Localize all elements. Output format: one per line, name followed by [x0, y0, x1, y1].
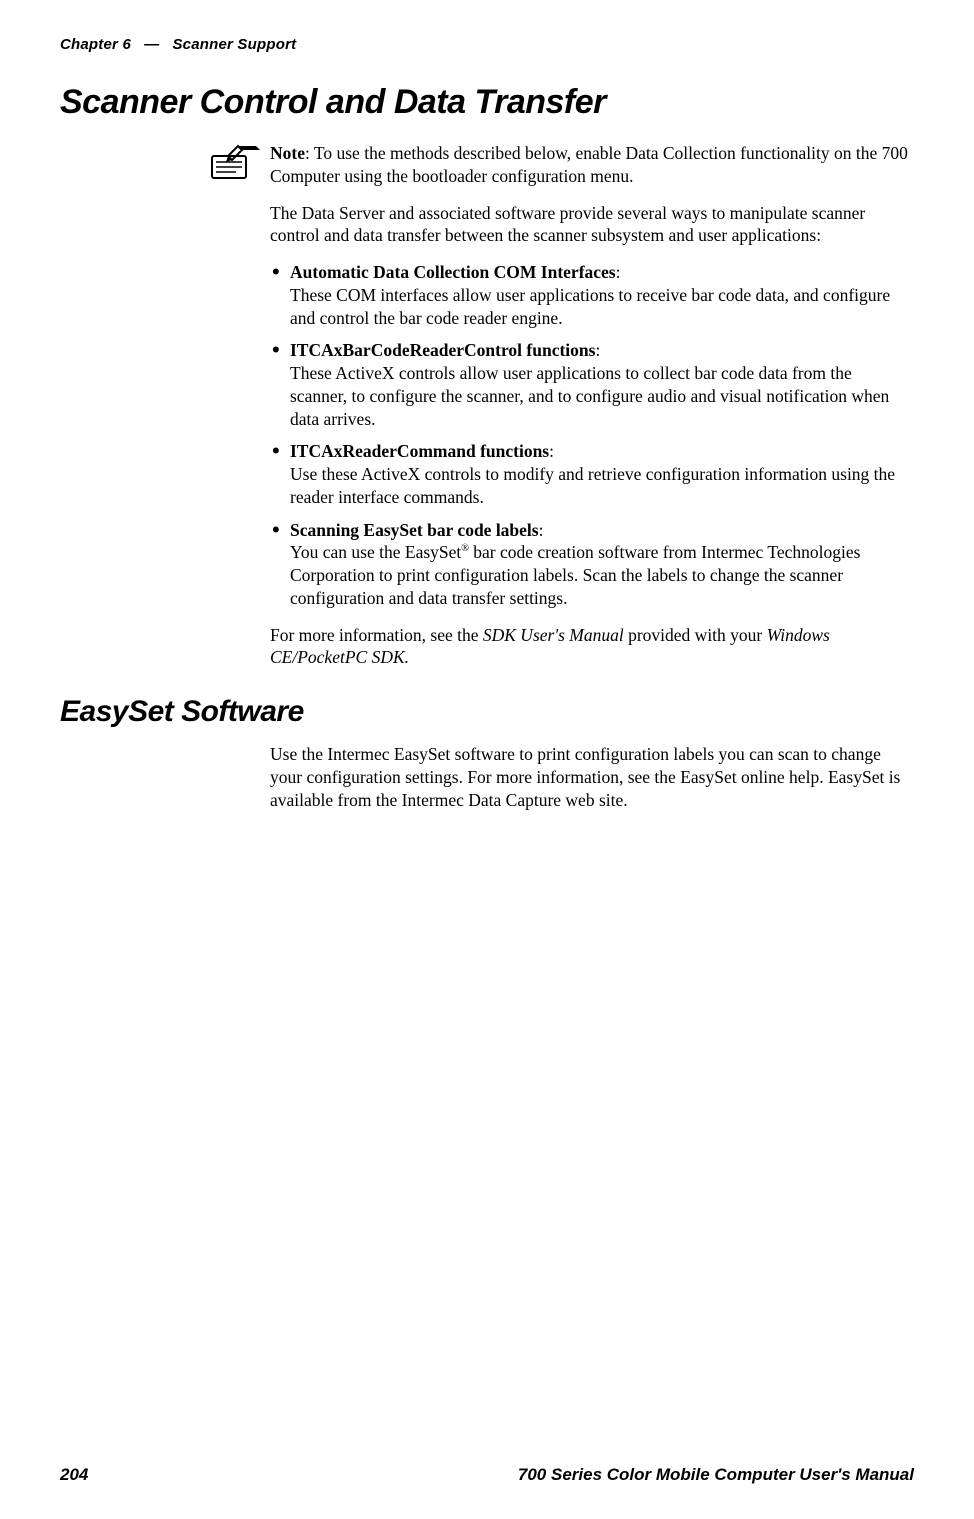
- section-heading-scanner-control: Scanner Control and Data Transfer: [60, 83, 914, 122]
- bullet-title: ITCAxBarCodeReaderControl functions: [290, 340, 595, 360]
- list-item: ITCAxReaderCommand functions: Use these …: [270, 440, 910, 508]
- note-text: Note: To use the methods described below…: [270, 142, 910, 188]
- colon: :: [549, 441, 554, 461]
- bullet-body: Use these ActiveX controls to modify and…: [290, 464, 895, 507]
- note-body: : To use the methods described below, en…: [270, 143, 908, 186]
- manual-title: 700 Series Color Mobile Computer User's …: [518, 1465, 914, 1485]
- list-item: Scanning EasySet bar code labels: You ca…: [270, 519, 910, 610]
- content: The Data Server and associated software …: [270, 202, 910, 670]
- bullet-title: Scanning EasySet bar code labels: [290, 520, 539, 540]
- colon: :: [616, 262, 621, 282]
- bullet-body: These COM interfaces allow user applicat…: [290, 285, 890, 328]
- chapter-label: Chapter 6: [60, 36, 131, 53]
- colon: :: [595, 340, 600, 360]
- easyset-content: Use the Intermec EasySet software to pri…: [270, 743, 910, 811]
- running-head: Chapter 6 — Scanner Support: [60, 36, 914, 53]
- bullet-title: Automatic Data Collection COM Interfaces: [290, 262, 616, 282]
- section-heading-easyset: EasySet Software: [60, 695, 914, 729]
- list-item: ITCAxBarCodeReaderControl functions: The…: [270, 339, 910, 430]
- bullet-body-pre: You can use the EasySet: [290, 542, 461, 562]
- page: Chapter 6 — Scanner Support Scanner Cont…: [0, 0, 974, 1519]
- bullet-body: These ActiveX controls allow user applic…: [290, 363, 889, 429]
- separator2: [159, 36, 168, 53]
- registered-mark: ®: [461, 543, 469, 554]
- outro-ital1: SDK User's Manual: [483, 625, 624, 645]
- easyset-paragraph: Use the Intermec EasySet software to pri…: [270, 743, 910, 811]
- outro-paragraph: For more information, see the SDK User's…: [270, 624, 910, 670]
- page-footer: 204 700 Series Color Mobile Computer Use…: [60, 1465, 914, 1485]
- head-sep: —: [144, 36, 159, 53]
- bullet-title: ITCAxReaderCommand functions: [290, 441, 549, 461]
- pencil-note-icon: [208, 142, 260, 187]
- intro-paragraph: The Data Server and associated software …: [270, 202, 910, 248]
- bullet-list: Automatic Data Collection COM Interfaces…: [270, 261, 910, 610]
- page-number: 204: [60, 1465, 88, 1485]
- note-block: Note: To use the methods described below…: [60, 142, 914, 188]
- separator: [135, 36, 144, 53]
- outro-pre: For more information, see the: [270, 625, 483, 645]
- note-label: Note: [270, 143, 305, 163]
- colon: :: [539, 520, 544, 540]
- outro-mid: provided with your: [624, 625, 767, 645]
- list-item: Automatic Data Collection COM Interfaces…: [270, 261, 910, 329]
- chapter-title: Scanner Support: [172, 36, 296, 53]
